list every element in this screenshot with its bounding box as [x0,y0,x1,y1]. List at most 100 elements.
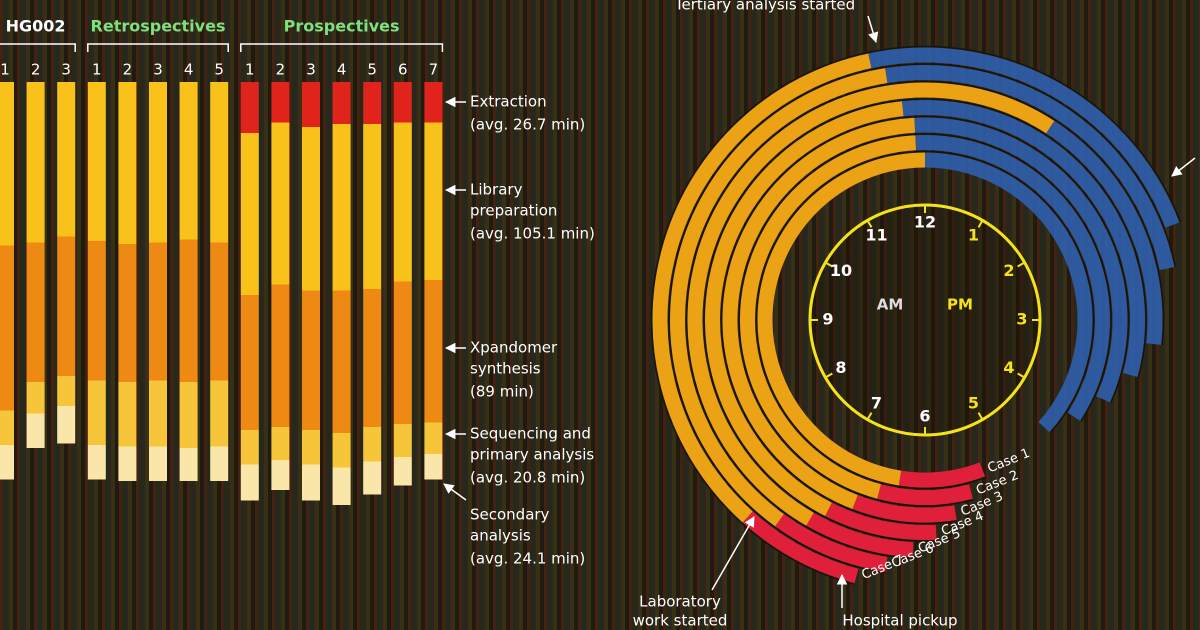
bar-segment [332,82,351,124]
bar-segment [393,281,412,424]
bar-segment [87,445,106,480]
bar-segment [302,127,320,291]
bar-segment [57,406,76,444]
arc-border [668,63,1177,574]
arrow [1171,157,1196,177]
clock-hour: 8 [835,358,846,377]
group-bracket [87,43,229,52]
tertiary-arc [924,152,1093,433]
stage-label: Xpandomer [470,339,558,357]
bar-segment [210,242,229,381]
bar-segment [149,446,167,481]
bar-segment [118,446,137,481]
arc-border [650,45,1182,585]
bar-segment [302,290,320,430]
bar-segment [87,82,106,241]
clock-hour: 1 [968,225,979,244]
stage-note: (avg. 26.7 min) [470,116,585,134]
column-label: 4 [337,61,347,79]
stage-note: (89 min) [470,383,534,401]
arc-border [755,150,1095,490]
stage-label: preparation [470,202,557,220]
group-label: HG002 [6,17,66,36]
bar-segment [26,242,45,382]
bar-segment [57,236,76,376]
bar-segment [363,289,382,427]
clock-tick [1017,372,1026,379]
clock-tick [977,219,984,228]
bar-segment [424,280,443,423]
arrow [711,516,755,591]
column-label: 4 [184,61,194,79]
bar-segment [179,82,198,240]
stage-label: analysis [470,527,531,545]
pickup-arc [825,502,937,540]
bar-segment [240,295,259,430]
clock-hour: 6 [919,407,930,426]
tertiary-arc [915,135,1110,421]
clock-hour: 4 [1003,358,1014,377]
column-label: 2 [276,61,286,79]
tertiary-arc [914,117,1128,403]
arc-border [720,115,1130,525]
stage-label: Library [470,181,523,199]
clock-tick [866,412,873,421]
lab-arc [722,117,916,510]
clock-hour: 12 [914,213,936,232]
bar-segment [26,82,45,243]
bar-segment [424,82,443,123]
pm-label: PM [947,296,973,314]
bar-segment [393,82,412,123]
annotation: Tertiary analysis started [674,0,855,14]
bar-segment [118,244,137,382]
bar-segment [363,124,382,289]
stage-note: (avg. 20.8 min) [470,469,585,487]
column-label: 3 [306,61,316,79]
bar-segment [332,124,351,291]
pickup-arc [898,462,986,488]
bar-segment [149,82,167,243]
bar-segment [302,82,320,127]
bar-segment [240,430,259,465]
lab-arc [687,82,1055,526]
clock-tick [824,261,833,268]
pickup-arc [742,511,859,584]
bar-segment [332,467,351,505]
stage-label: Sequencing and [470,425,591,443]
bar-segment [332,433,351,468]
clock-tick [824,372,833,379]
clock-hour: 3 [1016,310,1027,329]
column-label: 3 [61,61,71,79]
column-label: 3 [153,61,163,79]
bar-segment [271,427,290,460]
group-label: Prospectives [284,17,400,36]
lab-arc [740,135,917,499]
clock-hour: 11 [865,225,887,244]
bar-segment [424,454,443,480]
bar-segment [332,290,351,433]
bar-segment [424,122,443,280]
arc-border [703,98,1147,542]
bar-segment [179,448,198,481]
bar-segment [179,382,198,448]
bar-segment [57,82,76,237]
bar-segment [271,122,290,285]
pickup-arc [852,495,957,523]
bar-segment [240,464,259,501]
column-label: 1 [245,61,255,79]
bar-segment [118,382,137,447]
bar-segment [149,380,167,447]
stage-label: synthesis [470,360,541,378]
annotation: Hospital pickup [842,612,957,630]
tertiary-arc [868,47,1180,228]
column-label: 1 [92,61,102,79]
tertiary-arc [885,65,1175,271]
clock-hour: 10 [830,261,852,280]
stage-note: (avg. 105.1 min) [470,225,595,243]
bar-segment [363,82,382,124]
stage-label: Secondary [470,506,550,524]
bar-segment [271,460,290,490]
pickup-arc [877,484,973,505]
column-label: 7 [429,61,439,79]
clock-tick [977,412,984,421]
